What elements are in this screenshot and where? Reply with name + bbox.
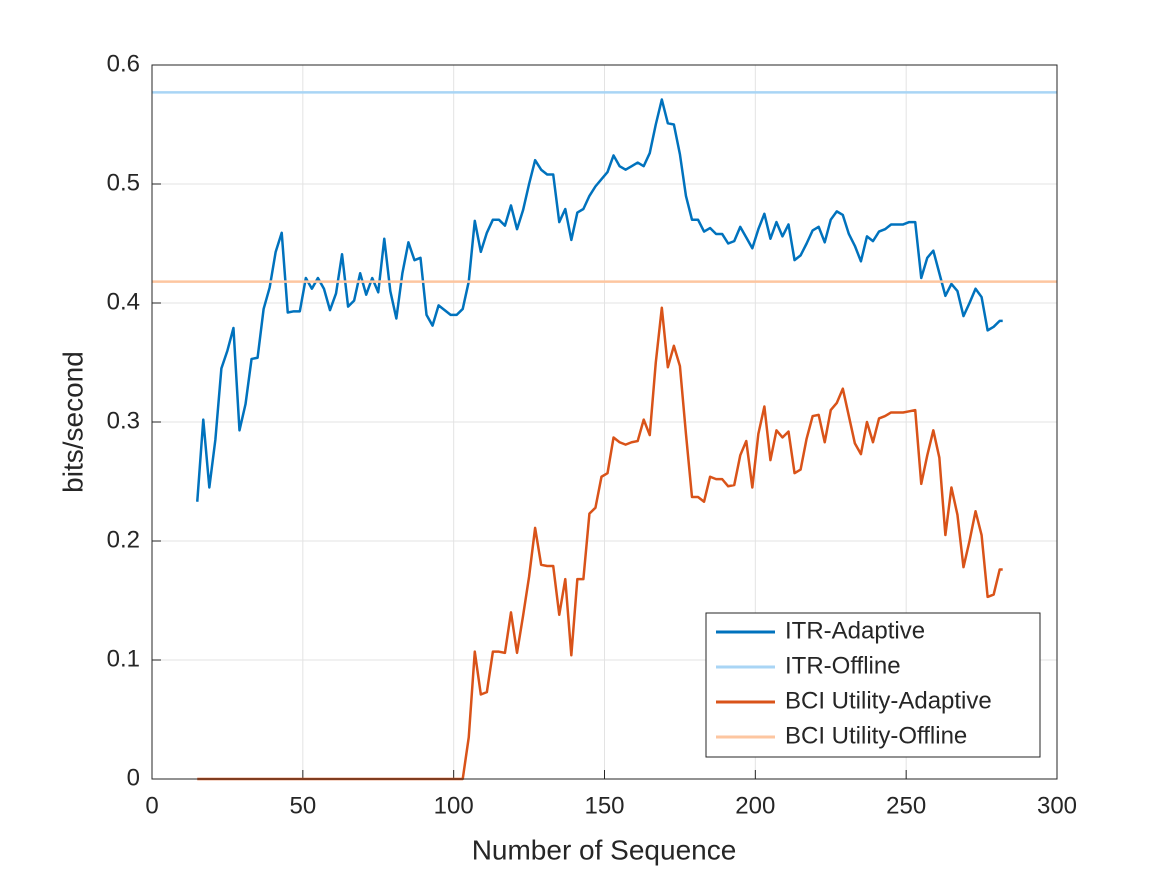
x-tick-label: 150 <box>584 792 624 819</box>
legend-label: BCI Utility-Adaptive <box>785 687 992 714</box>
y-tick-label: 0.5 <box>107 169 140 196</box>
x-tick-label: 300 <box>1037 792 1077 819</box>
legend-label: ITR-Offline <box>785 652 901 679</box>
y-tick-label: 0.2 <box>107 526 140 553</box>
y-tick-label: 0 <box>127 764 140 791</box>
legend-label: ITR-Adaptive <box>785 617 925 644</box>
y-tick-label: 0.1 <box>107 645 140 672</box>
y-axis-label: bits/second <box>57 351 88 493</box>
x-tick-label: 250 <box>886 792 926 819</box>
y-tick-label: 0.6 <box>107 50 140 77</box>
data-line <box>196 98 1003 502</box>
legend-box <box>705 612 1041 758</box>
x-tick-label: 200 <box>735 792 775 819</box>
axes-frame <box>151 64 1058 780</box>
x-tick-label: 50 <box>289 792 316 819</box>
y-tick-label: 0.3 <box>107 407 140 434</box>
x-tick-label: 0 <box>145 792 158 819</box>
legend-label: BCI Utility-Offline <box>785 722 967 749</box>
x-axis-label: Number of Sequence <box>472 834 737 865</box>
x-tick-label: 100 <box>434 792 474 819</box>
y-tick-label: 0.4 <box>107 288 140 315</box>
